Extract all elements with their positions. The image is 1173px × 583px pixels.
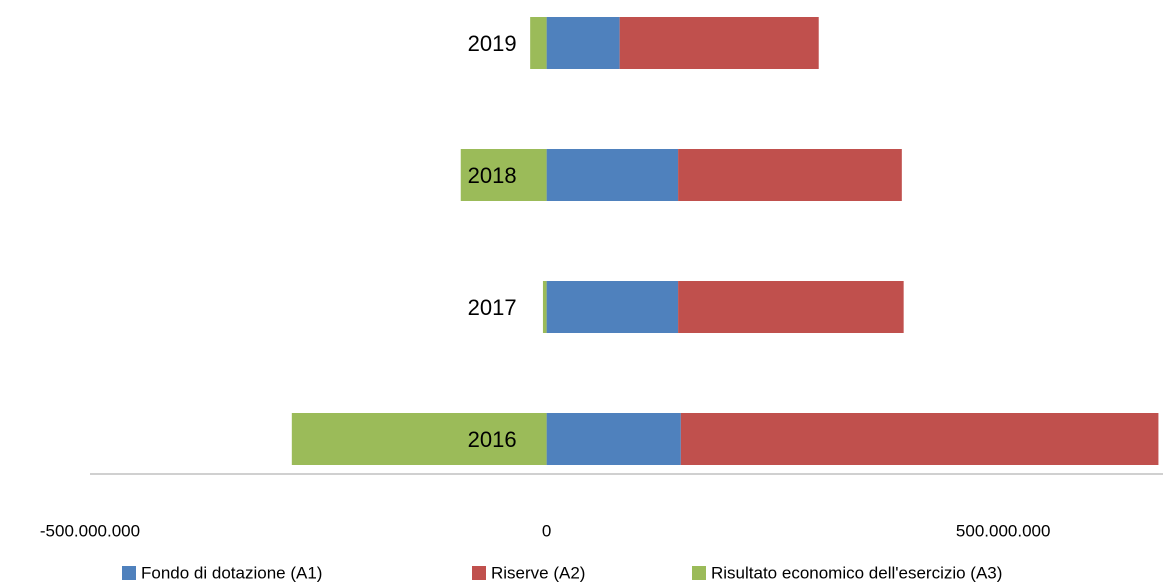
- bar-segment: [460, 149, 547, 201]
- legend-swatch: [472, 566, 486, 580]
- legend-label: Riserve (A2): [491, 563, 585, 582]
- y-tick-label: 2017: [468, 295, 517, 320]
- y-tick-label: 2016: [468, 427, 517, 452]
- bar-segment: [546, 17, 620, 69]
- x-tick-label: -500.000.000: [40, 521, 140, 540]
- legend-label: Risultato economico dell'esercizio (A3): [711, 563, 1002, 582]
- legend-label: Fondo di dotazione (A1): [141, 563, 322, 582]
- bar-segment: [546, 413, 681, 465]
- x-tick-label: 0: [542, 521, 551, 540]
- y-tick-label: 2019: [468, 31, 517, 56]
- bar-segment: [619, 17, 819, 69]
- bar-segment: [291, 413, 547, 465]
- bar-segment: [546, 281, 679, 333]
- legend-swatch: [122, 566, 136, 580]
- y-tick-label: 2018: [468, 163, 517, 188]
- bar-segment: [542, 281, 547, 333]
- legend-swatch: [692, 566, 706, 580]
- bar-segment: [678, 149, 902, 201]
- x-tick-label: 500.000.000: [956, 521, 1051, 540]
- bar-segment: [530, 17, 547, 69]
- bar-segment: [546, 149, 679, 201]
- bar-segment: [678, 281, 904, 333]
- bar-segment: [680, 413, 1159, 465]
